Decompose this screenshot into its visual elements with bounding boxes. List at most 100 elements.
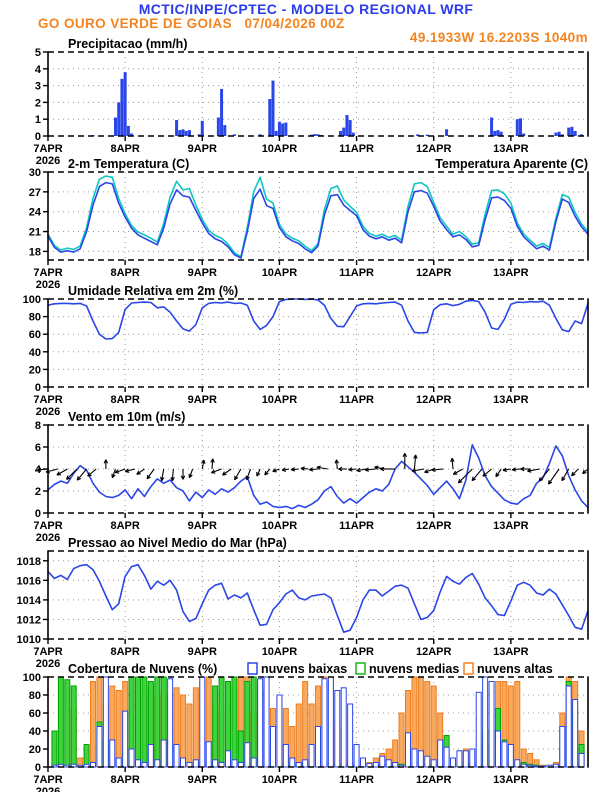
cloud-bar [212, 685, 219, 768]
y-tick-label: 4 [35, 464, 42, 476]
x-tick-label: 8APR [110, 267, 139, 279]
cloud-bar [154, 676, 161, 768]
cloud-bar [565, 685, 572, 768]
cloud-bar [501, 741, 508, 768]
year-label: 2026 [36, 532, 60, 544]
cloud-bar [424, 755, 431, 768]
y-tick-label: 0 [35, 508, 41, 520]
wind-barb-arrow [111, 468, 117, 479]
x-tick-label: 10APR [262, 520, 298, 532]
y-tick-label: 1018 [17, 556, 41, 568]
x-tick-label: 7APR [33, 774, 62, 786]
cloud-bar [96, 726, 103, 768]
cloud-bar [475, 691, 482, 768]
y-tick-label: 18 [29, 246, 41, 258]
wind-barb-arrow [402, 452, 408, 469]
cloud-bar [289, 757, 296, 768]
wind-barb-arrow [300, 466, 309, 471]
wind-barb-arrow [356, 467, 367, 473]
y-tick-label: 20 [29, 744, 41, 756]
wind-barb-arrow [76, 468, 87, 481]
wind-title: Vento em 10m (m/s) [68, 410, 185, 424]
temp-line [47, 181, 589, 259]
station-and-run-label: GO OURO VERDE DE GOIAS 07/04/2026 00Z [38, 16, 345, 31]
y-tick-label: 100 [23, 294, 41, 306]
cloud-bar [302, 681, 309, 768]
cloud-bar [417, 750, 424, 768]
wind-barb-arrow [160, 468, 165, 482]
y-tick-label: 60 [29, 708, 41, 720]
wind-barb-arrow [520, 466, 531, 472]
cloud-bar [430, 685, 437, 768]
x-tick-label: 13APR [493, 267, 529, 279]
coordinates-label: 49.1933W 16.2203S 1040m [409, 30, 588, 45]
wind-barb-arrow [482, 468, 492, 477]
wind-barb-arrow [411, 468, 425, 473]
x-tick-label: 11APR [339, 143, 374, 155]
cloud-bar [83, 744, 90, 768]
x-tick-label: 7APR [33, 143, 62, 155]
wind-barb-arrow [561, 468, 570, 482]
x-tick-label: 7APR [33, 267, 62, 279]
x-tick-label: 9APR [188, 520, 217, 532]
cloud-bar [218, 676, 225, 768]
wind-barb-arrow [56, 468, 68, 476]
x-tick-label: 9APR [188, 394, 217, 406]
x-tick-label: 8APR [110, 394, 139, 406]
wind-barb-arrow [146, 468, 155, 480]
x-tick-label: 8APR [110, 143, 139, 155]
x-tick-label: 10APR [262, 774, 298, 786]
cloud-bar [302, 759, 309, 768]
wind-barb-arrow [103, 459, 109, 469]
wind-barb-arrow [431, 467, 444, 472]
cloud-bar [250, 676, 257, 768]
year-label: 2026 [36, 406, 60, 418]
x-tick-label: 9APR [188, 267, 217, 279]
cloud-bar [128, 748, 135, 768]
year-label: 2026 [36, 279, 60, 291]
y-tick-label: 20 [29, 364, 41, 376]
cloud-bar [115, 690, 122, 768]
cloud-bar [115, 757, 122, 768]
cloud-bar [64, 764, 71, 768]
y-tick-label: 5 [35, 47, 41, 59]
wind-barb-arrow [188, 468, 194, 479]
cloud-bar [456, 750, 463, 768]
x-tick-label: 10APR [262, 646, 298, 658]
wind-barb-arrow [538, 468, 550, 482]
wind-barb-arrow [210, 468, 222, 474]
cloud-bar [482, 676, 489, 768]
cloud-bar [559, 726, 566, 768]
wind-barb-arrow [114, 468, 126, 474]
cloud-bar [225, 750, 231, 768]
cloud-bar [276, 694, 283, 768]
x-tick-label: 12APR [416, 143, 452, 155]
x-tick-label: 13APR [493, 143, 529, 155]
x-tick-label: 8APR [110, 520, 139, 532]
legend-label: nuvens medias [369, 662, 459, 676]
cloud-bar [514, 681, 521, 768]
wind-barb-arrow [380, 466, 396, 472]
temp-title: 2-m Temperatura (C) [68, 157, 189, 171]
cloud-bar [135, 676, 141, 768]
cloud-bar [192, 687, 199, 768]
legend-label: nuvens baixas [261, 662, 347, 676]
cloud-bar [282, 744, 289, 768]
legend-label: nuvens altas [477, 662, 553, 676]
cloud-bar [244, 742, 251, 768]
wind-barb-arrow [348, 467, 357, 472]
x-tick-label: 12APR [416, 774, 452, 786]
wind-barb-arrow [316, 465, 328, 470]
cloud-bar [147, 744, 154, 768]
cloud-bar [180, 694, 186, 768]
cloud-bar [488, 681, 495, 768]
cloud-bar [405, 732, 411, 768]
cloud-bar [173, 744, 180, 768]
cloud-bar [212, 759, 219, 768]
cloud-bar [186, 703, 193, 768]
